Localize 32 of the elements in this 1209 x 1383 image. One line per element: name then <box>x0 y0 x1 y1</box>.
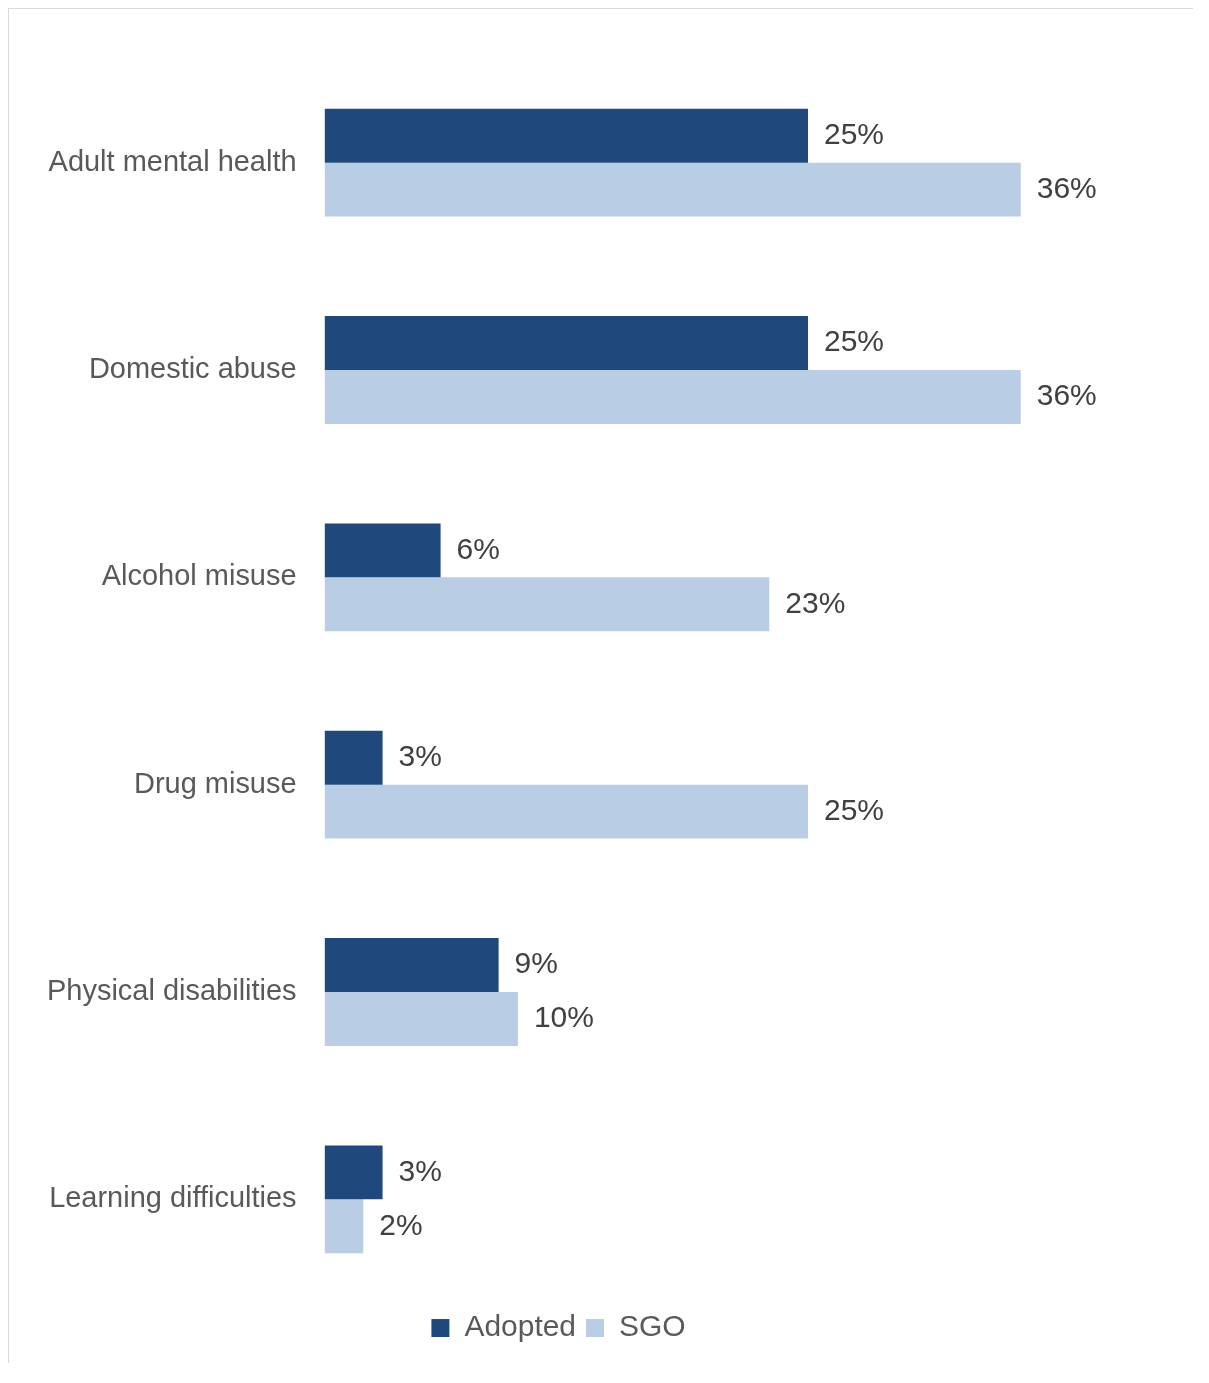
bar <box>324 938 499 993</box>
bar <box>324 1199 364 1254</box>
data-label: 36% <box>1036 170 1097 204</box>
bar <box>324 162 1021 217</box>
data-label: 3% <box>398 738 442 772</box>
y-tick-label: Learning difficulties <box>49 1181 297 1214</box>
data-label: 25% <box>824 324 884 358</box>
legend-label: SGO <box>619 1309 686 1343</box>
y-tick-label: Alcohol misuse <box>101 559 297 592</box>
data-label: 9% <box>514 946 558 980</box>
bar <box>324 992 518 1046</box>
data-label: 23% <box>785 585 846 619</box>
bar <box>324 369 1021 424</box>
bar <box>324 784 809 839</box>
bar <box>324 108 809 163</box>
data-label: 10% <box>533 1000 594 1034</box>
bar <box>324 1145 383 1200</box>
legend-label: Adopted <box>464 1309 577 1343</box>
y-tick-label: Physical disabilities <box>47 974 297 1007</box>
data-label: 2% <box>379 1207 423 1241</box>
bar <box>324 523 441 578</box>
data-label: 25% <box>824 792 884 826</box>
bar <box>324 577 770 632</box>
y-tick-label: Adult mental health <box>48 144 297 177</box>
y-tick-label: Domestic abuse <box>88 351 297 384</box>
data-label: 6% <box>456 531 500 565</box>
bar <box>324 316 809 370</box>
data-label: 25% <box>824 116 884 150</box>
data-label: 3% <box>398 1153 442 1187</box>
y-tick-label: Drug misuse <box>133 766 297 799</box>
bar <box>324 730 383 785</box>
data-label: 36% <box>1036 378 1097 412</box>
